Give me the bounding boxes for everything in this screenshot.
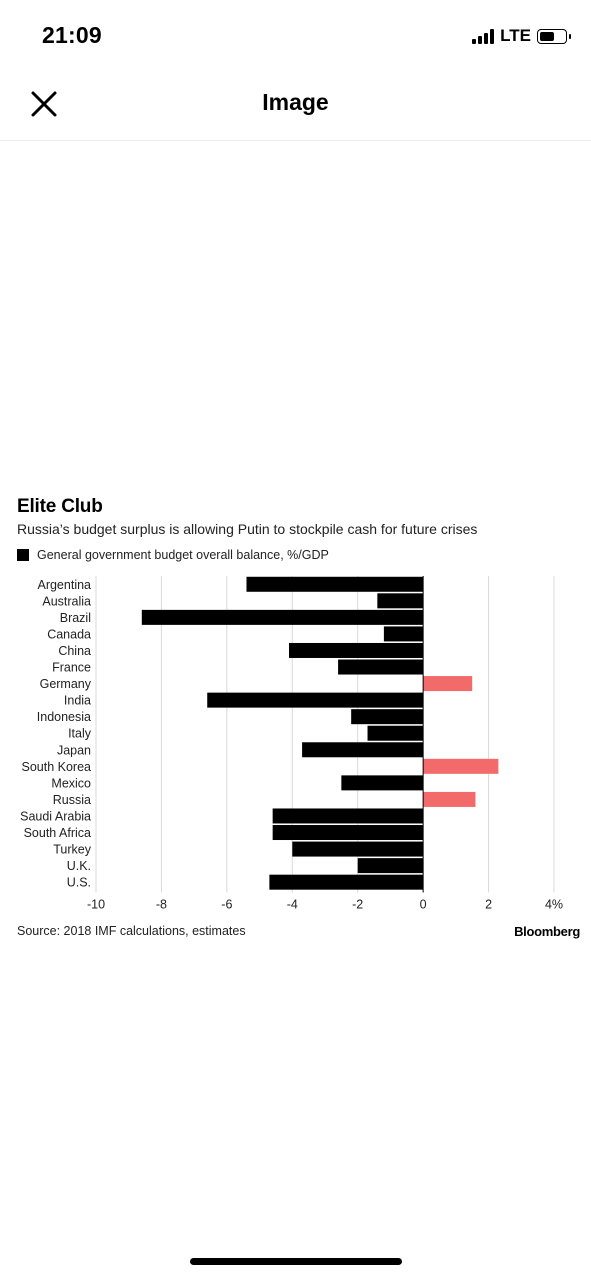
category-label: India bbox=[64, 694, 91, 708]
category-label: Indonesia bbox=[37, 710, 91, 724]
bar bbox=[207, 692, 424, 708]
category-label: Italy bbox=[68, 727, 92, 741]
bar bbox=[272, 825, 424, 841]
page-title: Image bbox=[262, 89, 329, 115]
category-label: U.S. bbox=[67, 876, 91, 890]
category-label: Russia bbox=[53, 793, 91, 807]
status-indicators: LTE bbox=[472, 26, 571, 46]
chart-legend: General government budget overall balanc… bbox=[17, 548, 329, 562]
category-label: South Korea bbox=[22, 760, 92, 774]
bar bbox=[423, 791, 476, 807]
category-label: Australia bbox=[42, 594, 91, 608]
bar bbox=[423, 676, 473, 692]
bar bbox=[423, 758, 499, 774]
bar bbox=[272, 808, 424, 824]
status-bar: 21:09 LTE bbox=[0, 0, 591, 70]
category-label: Canada bbox=[47, 627, 91, 641]
category-label: Germany bbox=[40, 677, 92, 691]
bar bbox=[246, 576, 424, 592]
bar bbox=[341, 775, 424, 791]
category-label: Saudi Arabia bbox=[20, 809, 91, 823]
legend-label: General government budget overall balanc… bbox=[37, 548, 329, 562]
bar bbox=[377, 593, 424, 609]
chart-image[interactable]: Elite Club Russia’s budget surplus is al… bbox=[16, 492, 582, 952]
category-label: South Africa bbox=[24, 826, 91, 840]
x-tick-label: -10 bbox=[87, 897, 105, 911]
close-button[interactable] bbox=[24, 84, 66, 126]
bar bbox=[292, 841, 424, 857]
x-tick-label: -2 bbox=[352, 897, 363, 911]
nav-bar: Image bbox=[0, 70, 591, 141]
bloomberg-logo: Bloomberg bbox=[514, 924, 580, 939]
bar bbox=[269, 874, 424, 890]
chart-subtitle: Russia’s budget surplus is allowing Puti… bbox=[17, 521, 478, 537]
category-label: Japan bbox=[57, 743, 91, 757]
bar bbox=[141, 609, 424, 625]
cellular-signal-icon bbox=[472, 28, 495, 44]
home-indicator[interactable] bbox=[190, 1258, 402, 1265]
bar bbox=[302, 742, 424, 758]
chart-source: Source: 2018 IMF calculations, estimates bbox=[17, 924, 246, 938]
category-label: U.K. bbox=[67, 859, 91, 873]
category-label: Argentina bbox=[37, 578, 91, 592]
x-tick-label: -4 bbox=[287, 897, 298, 911]
bar bbox=[338, 659, 424, 675]
category-label: France bbox=[52, 661, 91, 675]
bar bbox=[383, 626, 424, 642]
bar bbox=[357, 858, 424, 874]
bar bbox=[367, 725, 424, 741]
x-tick-label: -8 bbox=[156, 897, 167, 911]
bar bbox=[351, 709, 424, 725]
close-x-icon bbox=[31, 91, 57, 117]
category-label: Mexico bbox=[51, 776, 91, 790]
x-tick-label: 2 bbox=[485, 897, 492, 911]
category-label: China bbox=[58, 644, 91, 658]
category-label: Turkey bbox=[53, 843, 91, 857]
battery-icon bbox=[537, 28, 571, 44]
legend-swatch bbox=[17, 549, 29, 561]
x-tick-label: 0 bbox=[420, 897, 427, 911]
chart-title: Elite Club bbox=[17, 496, 103, 517]
bar-chart: Argentina Australia Brazil Canada China Franc… bbox=[20, 576, 563, 911]
status-time: 21:09 bbox=[42, 22, 102, 48]
network-type: LTE bbox=[500, 26, 531, 45]
category-label: Brazil bbox=[60, 611, 91, 625]
bar bbox=[289, 642, 424, 658]
x-tick-label: -6 bbox=[221, 897, 232, 911]
x-tick-label: 4% bbox=[545, 897, 563, 911]
